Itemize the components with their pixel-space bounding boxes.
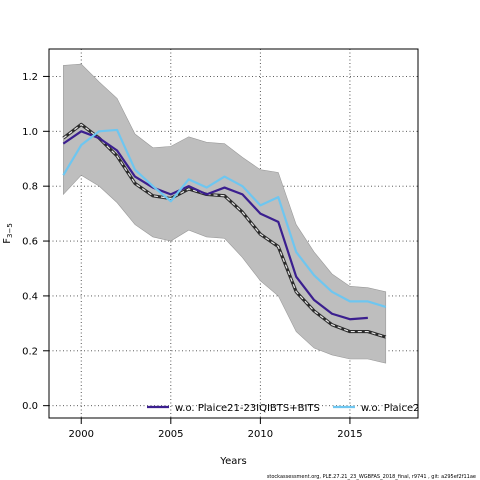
y-tick-label: 1.2: [22, 72, 38, 83]
y-tick-label: 0.2: [22, 346, 38, 357]
x-tick-label: 2010: [248, 429, 273, 440]
series-layer: [62, 122, 387, 339]
y-tick-label: 1.0: [22, 127, 38, 138]
y-tick-label: 0.8: [22, 182, 38, 193]
x-tick-label: 2005: [158, 429, 183, 440]
axes: 2000 2005 2010 2015 0.0 0.2 0.4 0.6 0.8 1.0 1.2: [22, 72, 363, 440]
x-tick-label: 2000: [69, 429, 94, 440]
y-tick-label: 0.6: [22, 237, 38, 248]
series-line-3: [62, 128, 387, 308]
y-axis-label-main: F: [2, 238, 13, 244]
y-axis-label-subscript: 3−5: [6, 223, 14, 238]
y-tick-label: 0.4: [22, 291, 38, 302]
plot-frame: [48, 48, 419, 419]
legend: w.o. Plaice21-23IQIBTS+BITS w.o. Plaice2: [147, 403, 419, 414]
y-tick-label: 0.0: [22, 401, 38, 412]
footer-text: stockassessment.org, PLE.27.21_23_WGBFAS…: [267, 474, 476, 480]
x-axis-label: Years: [219, 456, 246, 467]
series-line-2: [62, 130, 368, 321]
legend-label-2: w.o. Plaice2: [361, 403, 419, 414]
x-tick-label: 2015: [337, 429, 362, 440]
y-axis-label: F3−5: [2, 223, 14, 244]
legend-label-1: w.o. Plaice21-23IQIBTS+BITS: [175, 403, 320, 414]
series-line-1-dash: [62, 123, 386, 338]
